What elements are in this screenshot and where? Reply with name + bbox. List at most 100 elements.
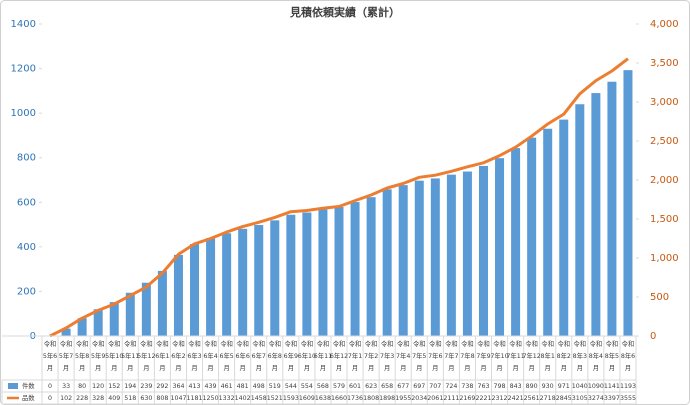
bar (591, 93, 601, 336)
data-table-value: 1458 (251, 395, 267, 402)
x-tick-label: 令和 7年2 月 (364, 339, 378, 372)
data-table-value: 2561 (524, 395, 540, 402)
data-table-value: 1047 (170, 395, 186, 402)
bar (366, 197, 376, 336)
x-tick-label: 令和 6年10 月 (298, 339, 316, 372)
data-table-value: 1181 (186, 395, 202, 402)
data-table-value: 1040 (572, 383, 588, 390)
bar (462, 171, 472, 336)
bar (302, 212, 312, 336)
data-table-value: 1402 (235, 395, 251, 402)
y2-tick-label: 3,500 (650, 58, 679, 69)
data-table-value: 461 (221, 383, 233, 390)
y2-tick-label: 500 (650, 292, 669, 303)
x-tick-label: 令和 6年2 月 (171, 339, 185, 372)
x-tick-label: 令和 7年6 月 (428, 339, 442, 372)
data-table-value: 518 (124, 395, 136, 402)
data-table-value: 544 (285, 383, 297, 390)
bar (527, 137, 537, 336)
data-table-value: 658 (381, 383, 393, 390)
data-table-value: 120 (92, 383, 104, 390)
y-tick-label: 1000 (11, 108, 36, 119)
data-table-value: 228 (76, 395, 88, 402)
data-table-value: 1141 (604, 383, 620, 390)
data-table-value: 519 (269, 383, 281, 390)
bar (543, 128, 553, 336)
data-table-value: 1609 (299, 395, 315, 402)
data-table-value: 194 (124, 383, 136, 390)
bar (109, 302, 119, 336)
data-table-value: 1250 (203, 395, 219, 402)
x-tick-label: 令和 7年8 月 (460, 339, 474, 372)
data-table-value: 1736 (347, 395, 363, 402)
data-table-value: 930 (542, 383, 554, 390)
data-table-value: 439 (205, 383, 217, 390)
x-tick-label: 令和 6年12 月 (330, 339, 348, 372)
data-table-value: 697 (413, 383, 425, 390)
data-table-value: 579 (333, 383, 345, 390)
x-tick-label: 令和 6年6 月 (236, 339, 250, 372)
data-table-value: 3397 (604, 395, 620, 402)
data-table-value: 498 (253, 383, 265, 390)
x-tick-label: 令和 6年9 月 (284, 339, 298, 372)
data-table-value: 2169 (459, 395, 475, 402)
y2-tick-label: 0 (650, 331, 656, 342)
bar (478, 165, 488, 336)
data-table-value: 2111 (443, 395, 459, 402)
data-table-value: 724 (445, 383, 457, 390)
legend-label: 件数 (22, 381, 35, 390)
bar (398, 185, 408, 336)
data-table-value: 413 (188, 383, 200, 390)
data-table-value: 554 (301, 383, 313, 390)
data-table-value: 1332 (219, 395, 235, 402)
data-table-value: 601 (349, 383, 361, 390)
x-tick-label: 令和 8年6 月 (621, 339, 635, 372)
x-tick-label: 令和 5年6 月 (43, 339, 57, 372)
x-tick-label: 令和 7年4 月 (396, 339, 410, 372)
x-tick-label: 令和 7年9 月 (476, 339, 490, 372)
bar (190, 243, 200, 336)
chart-title: 見積依頼実績（累計） (289, 5, 400, 19)
bar (623, 70, 633, 336)
data-table-value: 152 (108, 383, 120, 390)
bar (559, 119, 569, 336)
data-table-value: 2845 (556, 395, 572, 402)
legend-label: 品数 (22, 393, 35, 402)
x-tick-label: 令和 8年2 月 (557, 339, 571, 372)
bar (511, 148, 521, 336)
x-tick-label: 令和 7年5 月 (412, 339, 426, 372)
x-tick-label: 令和 8年1 月 (541, 339, 555, 372)
bar (382, 189, 392, 336)
bar (61, 328, 71, 336)
x-tick-label: 令和 6年4 月 (203, 339, 217, 372)
bar (318, 209, 328, 336)
data-table-value: 328 (92, 395, 104, 402)
y-tick-label: 200 (17, 286, 36, 297)
x-tick-label: 令和 7年7 月 (444, 339, 458, 372)
bar (206, 238, 216, 336)
x-tick-label: 令和 5年12 月 (137, 339, 155, 372)
data-table-value: 2421 (508, 395, 524, 402)
x-tick-label: 令和 7年12 月 (522, 339, 540, 372)
data-table-value: 890 (526, 383, 538, 390)
data-table-value: 3105 (572, 395, 588, 402)
bar (607, 81, 617, 336)
data-table-value: 1638 (315, 395, 331, 402)
bar (495, 158, 505, 336)
data-table-value: 763 (477, 383, 489, 390)
data-table-value: 2312 (492, 395, 508, 402)
line (49, 57, 629, 338)
data-table-value: 409 (108, 395, 120, 402)
bar (270, 220, 280, 336)
x-tick-label: 令和 6年11 月 (314, 339, 332, 372)
x-tick-label: 令和 6年1 月 (155, 339, 169, 372)
bar (575, 104, 585, 336)
data-table-value: 364 (172, 383, 184, 390)
bar (430, 178, 440, 336)
bar (157, 270, 167, 336)
x-tick-label: 令和 8年4 月 (589, 339, 603, 372)
y-tick-label: 1400 (11, 19, 36, 30)
x-tick-label: 令和 6年7 月 (252, 339, 266, 372)
